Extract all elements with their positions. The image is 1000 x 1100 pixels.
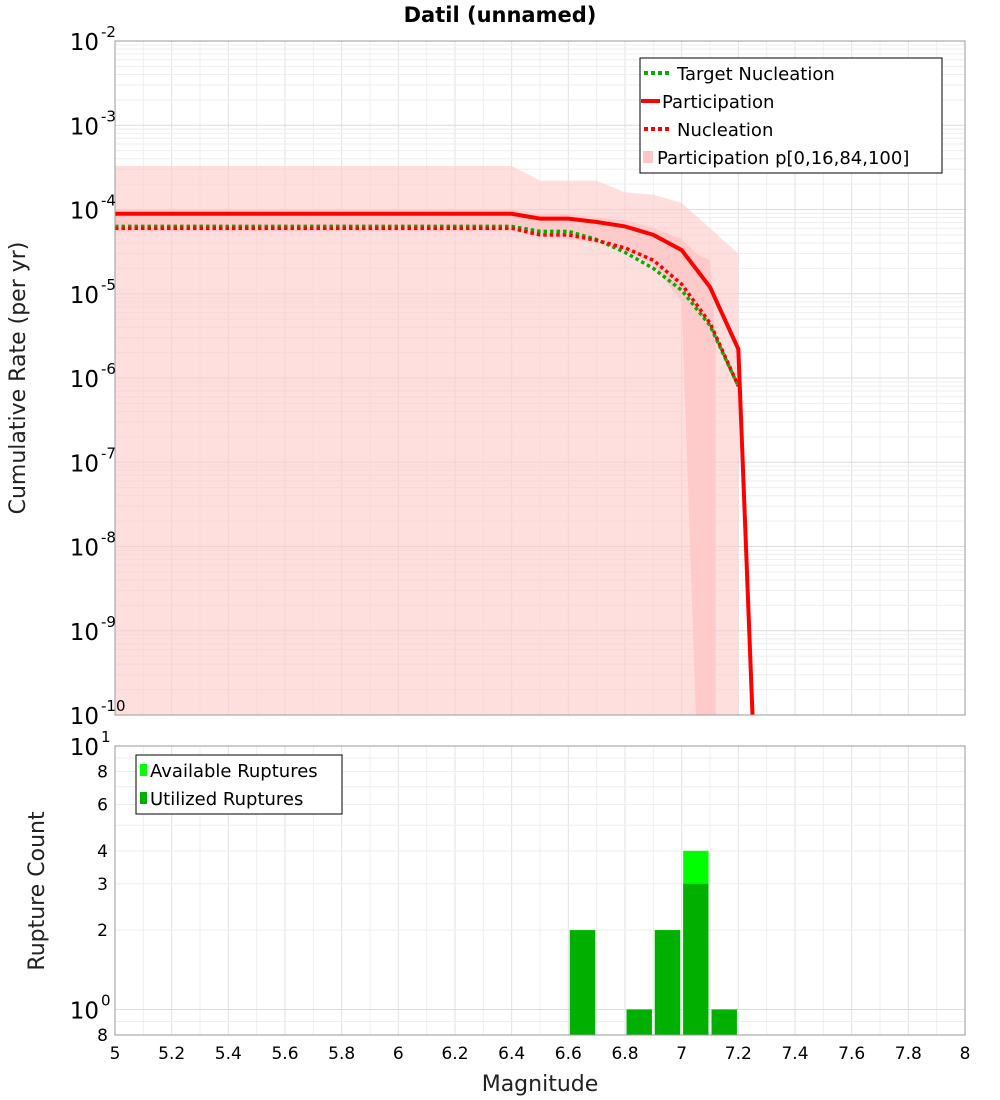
magnitude-x-tick-label: 6.6: [555, 1044, 582, 1064]
legend-swatch-available-ruptures: [140, 764, 147, 776]
series-line-participation: [115, 211, 755, 716]
legend-label-utilized-ruptures: Utilized Ruptures: [150, 789, 303, 810]
rupture-bars: [569, 850, 737, 1035]
legend-swatch-participation-band: [643, 151, 653, 163]
legend-label-nucleation: Nucleation: [677, 120, 773, 141]
rate-y-tick-label: 10 -2: [70, 23, 116, 56]
rate-y-tick-base: 10: [70, 536, 99, 562]
rate-y-tick-label: 10 -10: [70, 697, 126, 730]
rate-series: [115, 211, 755, 716]
rupture-y-decade-label: 10 0: [70, 991, 111, 1024]
rate-y-tick-exponent: -2: [101, 23, 116, 41]
rupture-y-tick-label: 4: [97, 842, 108, 862]
series-line-nucleation: [115, 226, 740, 387]
rate-y-tick-base: 10: [70, 199, 99, 225]
chart-title: Datil (unnamed): [404, 3, 597, 27]
rate-y-tick-exponent: -5: [101, 276, 116, 294]
rate-y-tick-label: 10 -5: [70, 276, 116, 309]
rate-y-tick-exponent: -3: [101, 107, 116, 125]
rate-plot-frame: [114, 40, 966, 716]
rate-y-tick-label: 10 -8: [70, 529, 116, 562]
rupture-y-tick-label: 8: [97, 1026, 108, 1046]
rupture-y-tick-label: 6: [97, 795, 108, 815]
magnitude-x-tick-label: 5.6: [271, 1044, 298, 1064]
magnitude-x-tick-label: 5.4: [215, 1044, 242, 1064]
rate-y-tick-exponent: -7: [101, 444, 116, 462]
rupture-y-decade-label: 10 1: [70, 728, 111, 761]
legend-label-available-ruptures: Available Ruptures: [150, 761, 318, 782]
rate-y-tick-exponent: -6: [101, 360, 116, 378]
bar-utilized-ruptures: [711, 1009, 737, 1035]
rate-y-tick-base: 10: [70, 620, 99, 646]
rate-y-tick-label: 10 -6: [70, 360, 116, 393]
rate-y-tick-exponent: -9: [101, 613, 116, 631]
rupture-y-axis-label: Rupture Count: [25, 811, 50, 971]
legend-swatch-utilized-ruptures: [140, 792, 147, 804]
rate-plot: 10-210-310-410-510-610-710-810-910-10 Cu…: [6, 23, 966, 730]
legend-label-participation: Participation: [662, 92, 774, 113]
rate-y-tick-label: 10 -7: [70, 444, 116, 477]
magnitude-x-axis-label: Magnitude: [482, 1072, 599, 1097]
rupture-y-tick-label: 8: [97, 763, 108, 783]
magnitude-x-tick-label: 7.8: [895, 1044, 922, 1064]
legend-label-participation-band: Participation p[0,16,84,100]: [657, 148, 909, 169]
magnitude-x-tick-label: 6.2: [441, 1044, 468, 1064]
magnitude-x-tick-label: 5: [110, 1044, 121, 1064]
magnitude-x-tick-label: 5.8: [328, 1044, 355, 1064]
bar-utilized-ruptures: [569, 930, 596, 1035]
magnitude-x-tick-label: 7.4: [781, 1044, 808, 1064]
rate-legend-box: [639, 57, 943, 174]
rate-y-tick-exponent: -8: [101, 529, 116, 547]
rupture-y-tick-label: 3: [97, 875, 108, 895]
rupture-legend-box: [135, 754, 343, 815]
rate-y-tick-base: 10: [70, 367, 99, 393]
rate-y-tick-exponent: -4: [101, 192, 116, 210]
bar-utilized-ruptures: [654, 930, 681, 1035]
rate-y-tick-base: 10: [70, 283, 99, 309]
magnitude-x-tick-label: 8: [960, 1044, 971, 1064]
bar-utilized-ruptures: [626, 1009, 652, 1035]
rate-y-tick-label: 10 -3: [70, 107, 116, 140]
magnitude-x-tick-label: 6: [393, 1044, 404, 1064]
rate-y-tick-base: 10: [70, 451, 99, 477]
magnitude-x-tick-label: 5.2: [158, 1044, 185, 1064]
magnitude-x-tick-label: 7: [676, 1044, 687, 1064]
rate-legend: Target Nucleation Participation Nucleati…: [639, 57, 943, 174]
magnitude-x-tick-label: 7.6: [838, 1044, 865, 1064]
rupture-y-tick-base: 10: [70, 735, 99, 761]
rate-y-tick-base: 10: [70, 30, 99, 56]
magnitude-x-tick-label: 7.2: [725, 1044, 752, 1064]
rupture-legend: Available Ruptures Utilized Ruptures: [135, 754, 343, 815]
rate-y-tick-label: 10 -9: [70, 613, 116, 646]
bar-utilized-ruptures: [683, 883, 709, 1035]
participation-band-p16-p84: [115, 209, 716, 715]
rate-y-ticks: 10-210-310-410-510-610-710-810-910-10: [70, 23, 126, 730]
magnitude-x-tick-label: 6.8: [611, 1044, 638, 1064]
magnitude-x-ticks: 5 5.2 5.4 5.6 5.8 6 6.2 6.4 6.6 6.8 7 7.2 7.4 7.6 7.8 8: [110, 1044, 971, 1064]
participation-band-p0-p100: [115, 165, 739, 716]
legend-label-target-nucleation: Target Nucleation: [676, 64, 835, 85]
rate-y-axis-label: Cumulative Rate (per yr): [6, 242, 31, 515]
rate-y-tick-exponent: -10: [101, 697, 126, 715]
rupture-y-tick-exponent: 1: [101, 728, 111, 746]
rate-y-tick-label: 10 -4: [70, 192, 116, 225]
rate-y-tick-base: 10: [70, 704, 99, 730]
rupture-plot-frame: [114, 745, 966, 1036]
rupture-y-tick-base: 10: [70, 998, 99, 1024]
rupture-y-tick-label: 2: [97, 921, 108, 941]
magnitude-x-tick-label: 6.4: [498, 1044, 525, 1064]
rate-bands: [115, 165, 739, 716]
rate-y-tick-base: 10: [70, 114, 99, 140]
rupture-y-tick-exponent: 0: [101, 991, 111, 1009]
